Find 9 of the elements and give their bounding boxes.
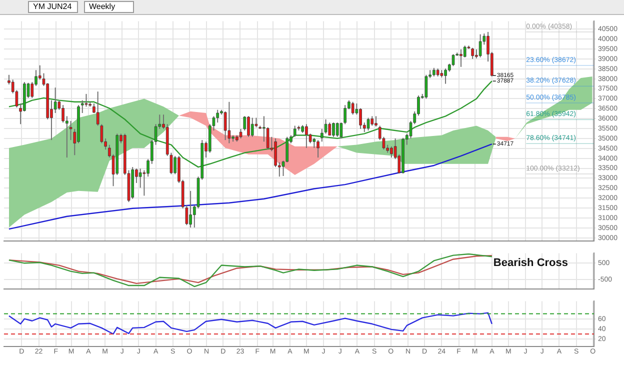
candlestick <box>344 104 346 125</box>
annotation: Bearish Cross <box>493 257 568 270</box>
candlestick <box>374 116 378 128</box>
candlestick <box>332 122 335 138</box>
candlestick <box>189 190 192 228</box>
chart-subtitle: Weekly <box>84 1 134 13</box>
candlestick <box>359 108 362 130</box>
chart-title: YM JUN24 <box>28 1 78 13</box>
candlestick <box>471 47 474 60</box>
